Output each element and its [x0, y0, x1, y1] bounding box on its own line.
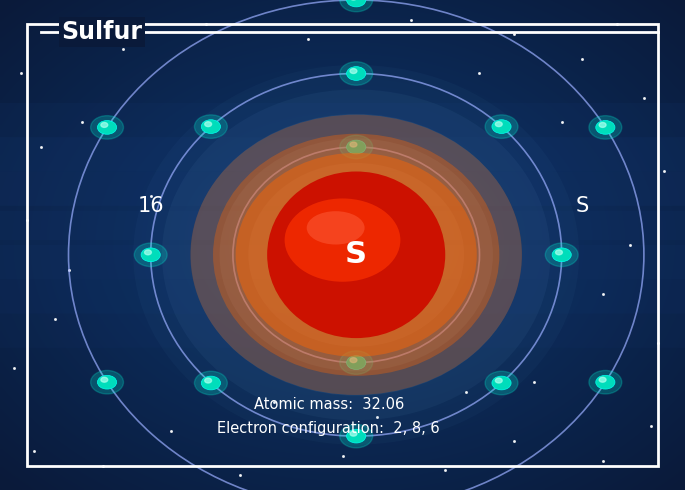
Circle shape: [485, 115, 518, 138]
FancyBboxPatch shape: [0, 211, 685, 279]
Circle shape: [599, 377, 606, 382]
Ellipse shape: [190, 114, 522, 396]
Circle shape: [195, 371, 227, 395]
Circle shape: [556, 250, 562, 255]
Circle shape: [589, 116, 622, 139]
Circle shape: [101, 377, 108, 382]
Circle shape: [101, 122, 108, 127]
Circle shape: [347, 429, 366, 443]
Circle shape: [347, 0, 366, 7]
Circle shape: [596, 121, 615, 134]
Circle shape: [596, 375, 615, 389]
Text: S: S: [575, 196, 589, 216]
Ellipse shape: [267, 172, 445, 338]
Circle shape: [599, 122, 606, 127]
FancyBboxPatch shape: [0, 245, 685, 314]
Circle shape: [90, 116, 123, 139]
Circle shape: [347, 67, 366, 80]
Circle shape: [552, 248, 571, 262]
Text: S: S: [345, 240, 367, 270]
Circle shape: [545, 243, 578, 267]
Text: 16: 16: [138, 196, 164, 216]
Ellipse shape: [219, 138, 493, 371]
Circle shape: [340, 135, 373, 159]
Circle shape: [492, 376, 511, 390]
FancyBboxPatch shape: [0, 103, 685, 172]
Circle shape: [350, 69, 357, 74]
Circle shape: [495, 122, 502, 126]
Ellipse shape: [277, 187, 436, 322]
Circle shape: [141, 248, 160, 262]
Ellipse shape: [190, 115, 522, 395]
Circle shape: [145, 250, 151, 255]
Circle shape: [589, 370, 622, 394]
Circle shape: [97, 375, 116, 389]
Ellipse shape: [213, 134, 499, 376]
Circle shape: [134, 243, 167, 267]
Circle shape: [350, 142, 357, 147]
Text: Electron configuration:  2, 8, 6: Electron configuration: 2, 8, 6: [218, 421, 440, 436]
Ellipse shape: [162, 89, 551, 420]
Circle shape: [485, 371, 518, 395]
Circle shape: [347, 356, 366, 369]
Ellipse shape: [307, 211, 364, 245]
Ellipse shape: [236, 153, 477, 357]
FancyBboxPatch shape: [0, 137, 685, 206]
Circle shape: [90, 370, 123, 394]
Circle shape: [205, 122, 212, 126]
Circle shape: [340, 0, 373, 12]
Circle shape: [340, 62, 373, 85]
Circle shape: [340, 424, 373, 448]
Circle shape: [340, 351, 373, 374]
Circle shape: [97, 121, 116, 134]
Circle shape: [350, 358, 357, 363]
Text: Atomic mass:  32.06: Atomic mass: 32.06: [253, 397, 404, 412]
Circle shape: [205, 378, 212, 383]
Ellipse shape: [248, 163, 464, 347]
Circle shape: [495, 378, 502, 383]
Circle shape: [195, 115, 227, 138]
FancyBboxPatch shape: [0, 172, 685, 240]
Text: Sulfur: Sulfur: [62, 20, 142, 44]
Circle shape: [201, 376, 221, 390]
Circle shape: [492, 120, 511, 133]
Ellipse shape: [285, 198, 400, 282]
Circle shape: [347, 140, 366, 154]
Circle shape: [201, 120, 221, 133]
Circle shape: [350, 431, 357, 436]
FancyBboxPatch shape: [0, 279, 685, 348]
